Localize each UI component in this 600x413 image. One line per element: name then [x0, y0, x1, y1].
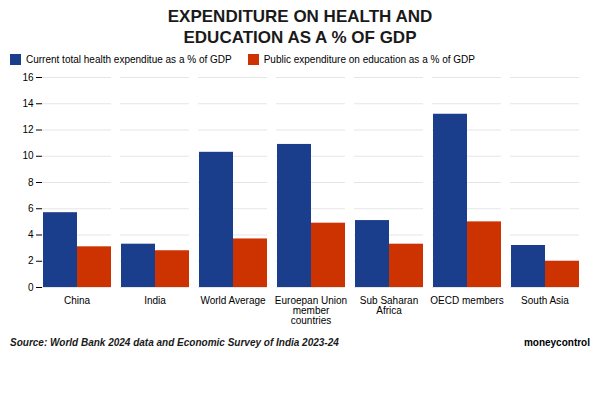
svg-text:OECD members: OECD members — [430, 295, 503, 306]
svg-text:Euroepan Unionmembercountries: Euroepan Unionmembercountries — [275, 295, 347, 326]
html-text:Public expenditure on educatio: Public expenditure on education as a % o… — [263, 54, 475, 65]
svg-text:World Average: World Average — [200, 295, 266, 306]
svg-text:8: 8 — [28, 177, 34, 188]
html-text:Source: World Bank 2024 data a: Source: World Bank 2024 data and Economi… — [10, 337, 339, 348]
svg-text:2: 2 — [28, 255, 34, 266]
html-text:EXPENDITURE ON HEALTH AND: EXPENDITURE ON HEALTH AND — [167, 7, 433, 26]
html-text:moneycontrol: moneycontrol — [523, 337, 590, 348]
svg-text:12: 12 — [22, 124, 34, 135]
svg-text:0: 0 — [28, 282, 34, 293]
html-text:Current total health expenditu: Current total health expenditue as a % o… — [26, 54, 232, 65]
svg-text:South Asia: South Asia — [521, 295, 569, 306]
svg-text:6: 6 — [28, 203, 34, 214]
svg-text:16: 16 — [22, 72, 34, 83]
svg-text:Sub SaharanAfrica: Sub SaharanAfrica — [360, 295, 418, 316]
html-text:EDUCATION AS A % OF GDP: EDUCATION AS A % OF GDP — [183, 28, 417, 47]
svg-text:4: 4 — [28, 229, 34, 240]
svg-text:10: 10 — [22, 150, 34, 161]
svg-text:China: China — [64, 295, 91, 306]
svg-text:14: 14 — [22, 98, 34, 109]
svg-text:India: India — [144, 295, 166, 306]
